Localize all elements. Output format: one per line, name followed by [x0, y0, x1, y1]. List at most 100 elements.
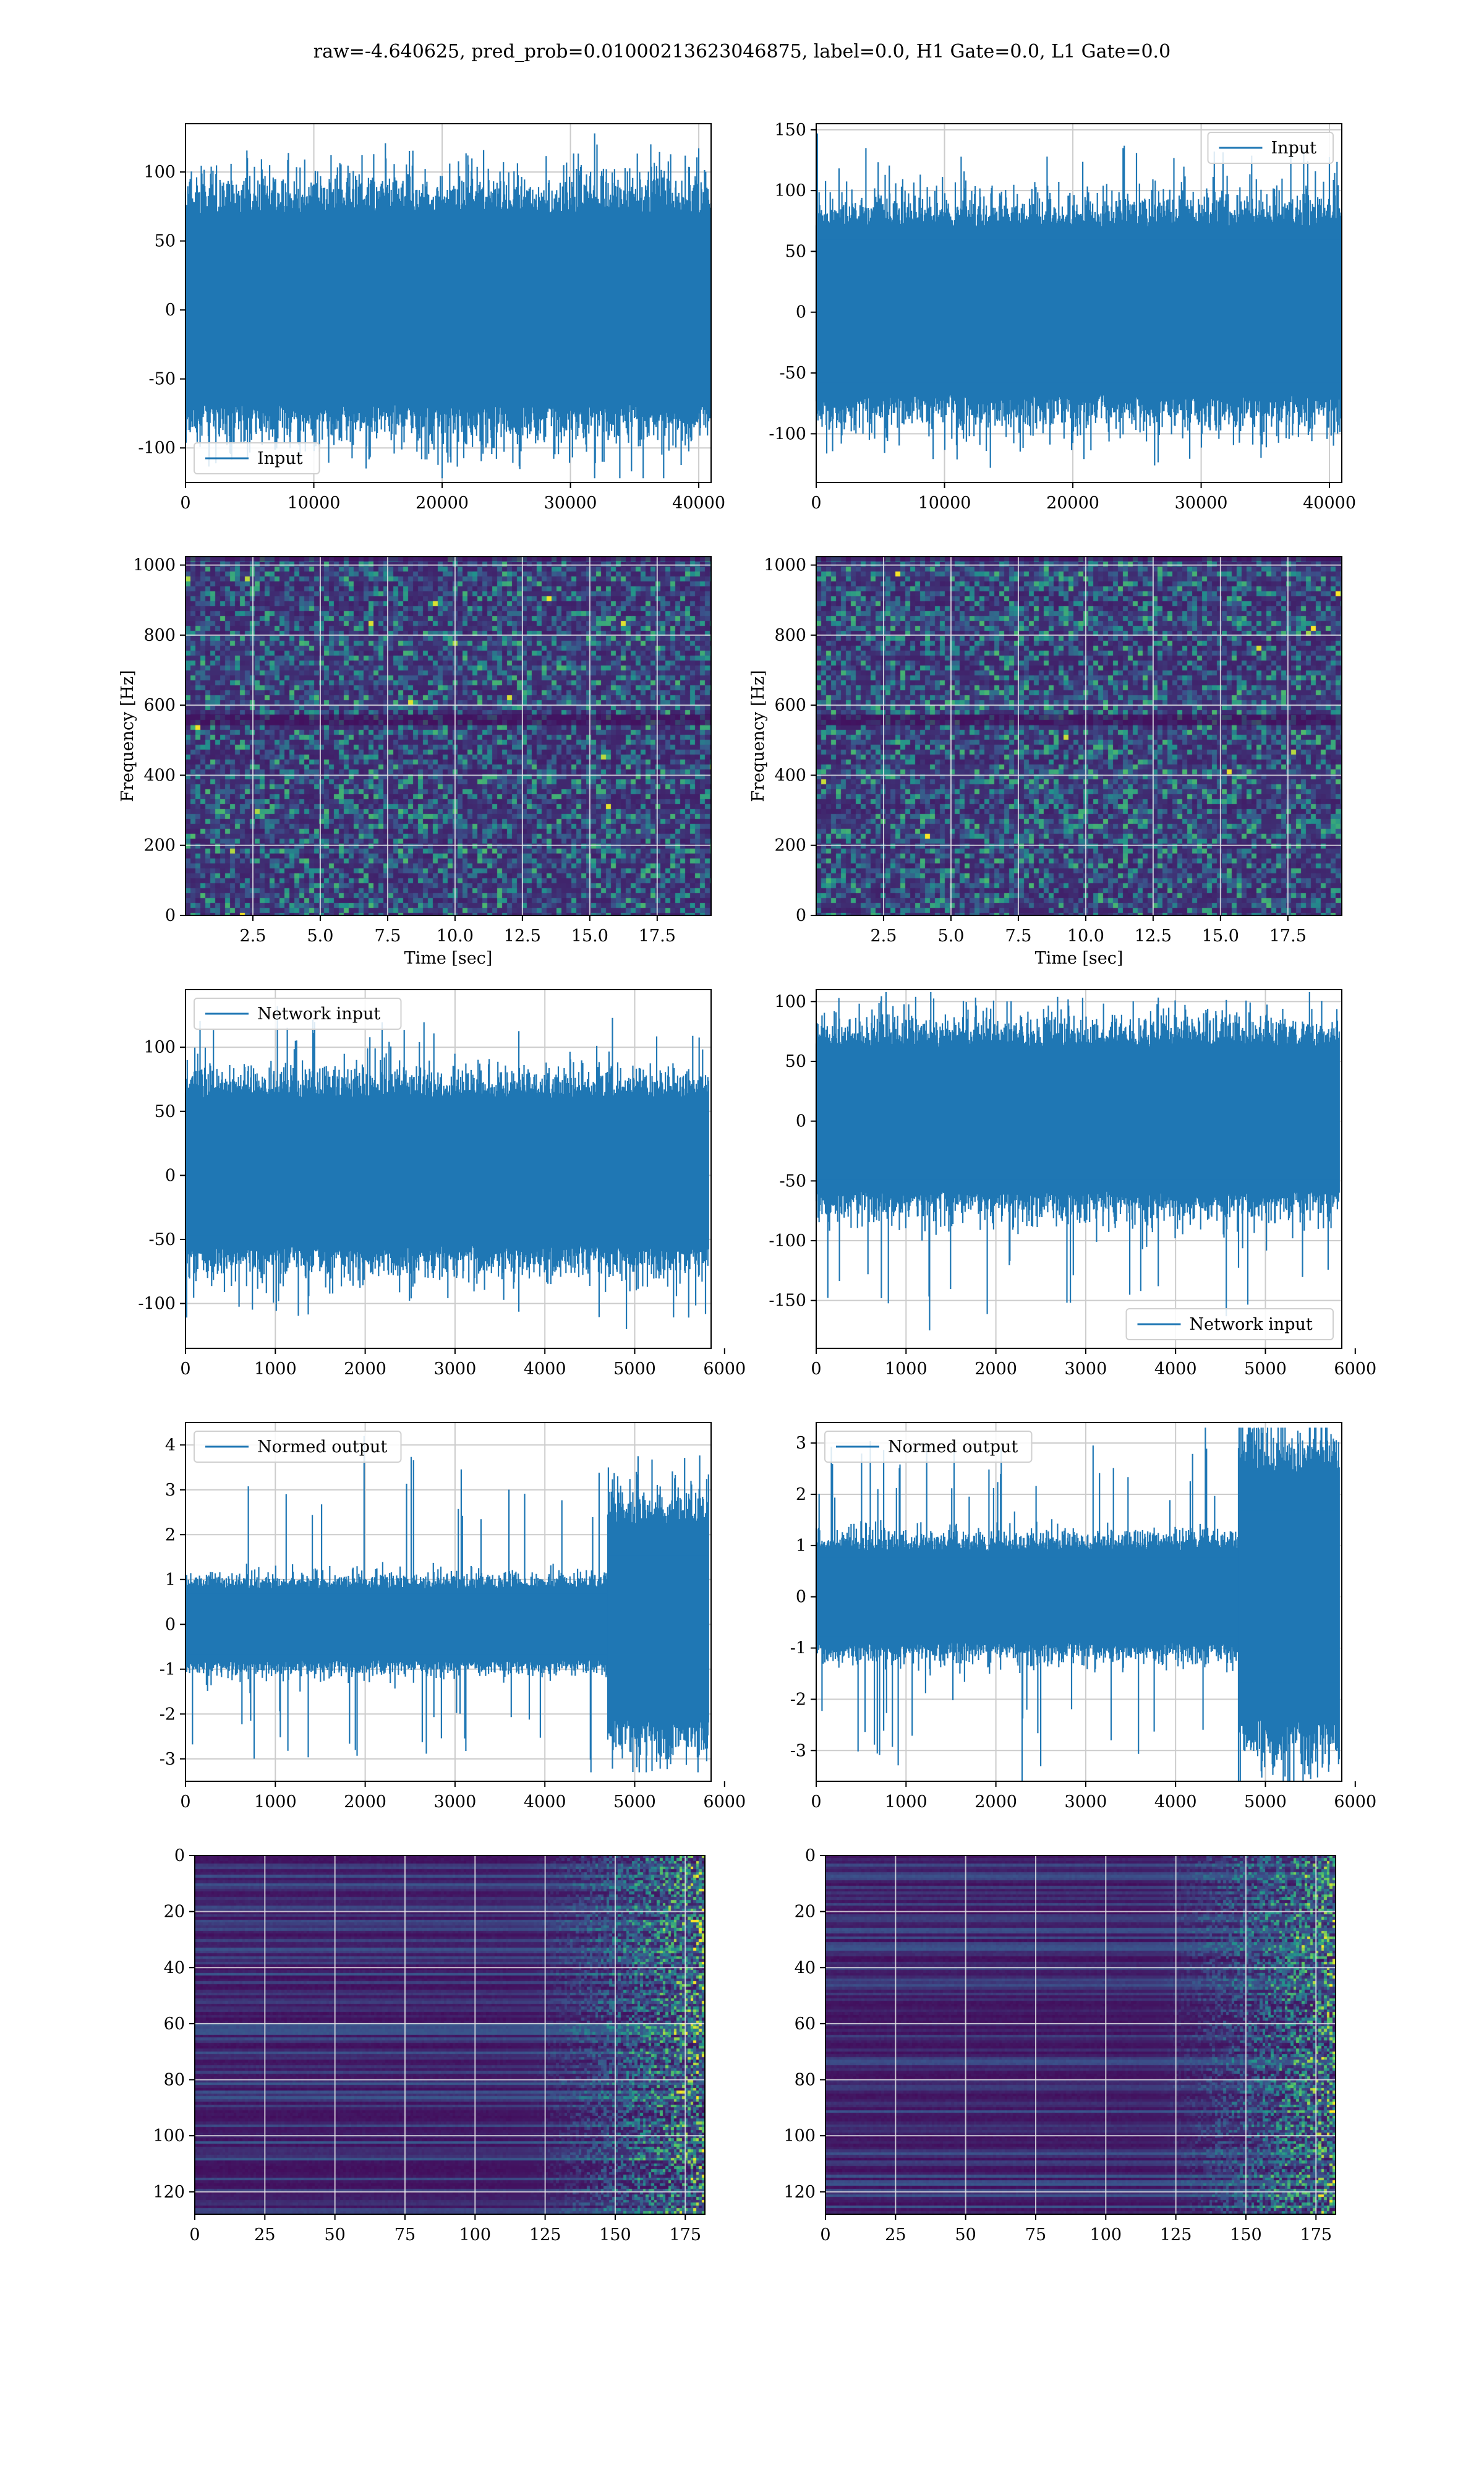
y-tick-label: 0 — [165, 1615, 176, 1634]
x-tick-label: 2000 — [344, 1792, 386, 1812]
x-tick-label: 30000 — [544, 494, 597, 513]
y-tick-label: 4 — [165, 1436, 176, 1455]
x-tick-label: 0 — [811, 1359, 821, 1379]
raw-strain-h1-frame — [185, 123, 712, 483]
y-tick-label: -50 — [149, 370, 176, 389]
legend-box — [1207, 132, 1334, 164]
legend-box — [194, 442, 320, 474]
legend-label: Network input — [1190, 1315, 1313, 1334]
x-tick-label: 40000 — [672, 494, 725, 513]
x-tick-label: 10000 — [288, 494, 341, 513]
legend-label: Normed output — [257, 1437, 387, 1457]
y-tick-label: 100 — [774, 992, 806, 1011]
legend-box — [194, 1431, 402, 1463]
x-tick-label: 25 — [885, 2225, 906, 2245]
y-tick-label: 600 — [774, 696, 806, 715]
normed-output-l1-frame — [816, 1422, 1342, 1782]
y-tick-label: 60 — [164, 2014, 185, 2034]
x-tick-label: 10.0 — [437, 927, 474, 946]
raw-strain-h1-series-core — [186, 228, 711, 390]
spectrogram-l1-image — [816, 557, 1342, 915]
normed-output-h1-plot: 0 1000 2000 3000 4000 5000 6000 -3 -2 -1 0 1 2 3 4 Norm… — [160, 1422, 746, 1812]
legend-box — [194, 998, 402, 1030]
x-tick-label: 5000 — [613, 1792, 656, 1812]
spectrogram-l1-xlabel: Time [sec] — [1035, 949, 1124, 968]
normed-output-h1-series-core — [186, 1593, 608, 1655]
y-tick-label: 800 — [143, 626, 176, 645]
y-tick-label: 100 — [143, 1038, 176, 1057]
y-tick-label: 80 — [164, 2071, 185, 2090]
feature-map-l1-grid — [825, 1856, 1336, 2214]
y-tick-label: 0 — [796, 1588, 806, 1607]
y-tick-label: 1000 — [133, 556, 176, 575]
network-input-l1-legend: Network input — [1125, 1308, 1334, 1340]
x-tick-label: 10.0 — [1067, 927, 1104, 946]
spectrogram-l1-canvas — [816, 557, 1342, 915]
x-tick-label: 5.0 — [307, 927, 333, 946]
spectrogram-h1-grid — [186, 557, 711, 915]
normed-output-l1-plot: 0 1000 2000 3000 4000 5000 6000 -3 -2 -1 0 1 2 3 Norme… — [790, 1422, 1376, 1812]
y-tick-label: 0 — [165, 1166, 176, 1185]
x-tick-label: 2000 — [974, 1359, 1017, 1379]
y-tick-label: -100 — [138, 439, 176, 458]
x-tick-label: 3000 — [434, 1792, 477, 1812]
x-tick-label: 3000 — [1065, 1359, 1107, 1379]
figure-title: raw=-4.640625, pred_prob=0.0100021362304… — [313, 41, 1171, 62]
y-tick-label: 0 — [796, 303, 806, 322]
x-tick-label: 20000 — [1046, 494, 1099, 513]
x-tick-label: 6000 — [1334, 1792, 1376, 1812]
spectrogram-h1-xlabel: Time [sec] — [404, 949, 493, 968]
y-tick-label: 0 — [165, 301, 176, 320]
x-tick-label: 1000 — [885, 1359, 927, 1379]
x-tick-label: 0 — [811, 1792, 821, 1812]
x-tick-label: 5000 — [613, 1359, 656, 1379]
network-input-h1-plot: 0 1000 2000 3000 4000 5000 6000 -100 -50 0 50 100 Ne… — [138, 989, 746, 1379]
spectrogram-h1-canvas — [186, 557, 711, 915]
x-tick-label: 0 — [820, 2225, 830, 2245]
spectrogram-l1-frame — [816, 556, 1342, 916]
y-tick-label: 40 — [795, 1958, 816, 1977]
x-tick-label: 5000 — [1244, 1359, 1287, 1379]
network-input-h1-series-core — [186, 1110, 709, 1236]
y-tick-label: 200 — [143, 836, 176, 855]
x-tick-label: 150 — [599, 2225, 631, 2245]
y-tick-label: 3 — [796, 1434, 806, 1453]
feature-map-h1-image — [195, 1856, 705, 2214]
x-tick-label: 4000 — [524, 1792, 566, 1812]
x-tick-label: 15.0 — [1202, 927, 1239, 946]
y-tick-label: 0 — [796, 1112, 806, 1131]
y-tick-label: 1000 — [764, 556, 806, 575]
x-tick-label: 3000 — [1065, 1792, 1107, 1812]
y-tick-label: 100 — [783, 2126, 816, 2146]
y-tick-label: 80 — [795, 2071, 816, 2090]
x-tick-label: 7.5 — [1005, 927, 1031, 946]
spectrogram-h1-plot: 2.5 5.0 7.5 10.0 12.5 15.0 17.5 0 200 400 600 800 10… — [118, 556, 712, 968]
spectrogram-l1-plot: 2.5 5.0 7.5 10.0 12.5 15.0 17.5 0 200 400 600 800 10… — [749, 556, 1342, 968]
feature-map-l1-plot: 0 25 50 75 100 125 150 175 0 20 40 60 80 100 120 — [783, 1846, 1336, 2245]
x-tick-label: 17.5 — [639, 927, 676, 946]
y-tick-label: -1 — [790, 1639, 806, 1658]
feature-map-h1-plot: 0 25 50 75 100 125 150 175 0 20 40 60 80 100 120 — [153, 1846, 706, 2245]
y-tick-label: -150 — [769, 1291, 806, 1311]
y-tick-label: -1 — [160, 1660, 176, 1679]
x-tick-label: 40000 — [1303, 494, 1356, 513]
x-tick-label: 0 — [180, 494, 190, 513]
x-tick-label: 17.5 — [1269, 927, 1307, 946]
feature-map-h1-canvas — [195, 1856, 705, 2214]
feature-map-l1-frame — [825, 1855, 1336, 2215]
y-tick-label: 400 — [774, 766, 806, 785]
x-tick-label: 4000 — [524, 1359, 566, 1379]
y-tick-label: 2 — [796, 1485, 806, 1504]
x-tick-label: 5000 — [1244, 1792, 1287, 1812]
x-tick-label: 125 — [1160, 2225, 1192, 2245]
y-tick-label: -100 — [769, 424, 806, 443]
y-tick-label: 50 — [155, 1102, 176, 1121]
network-input-l1-frame — [816, 989, 1342, 1349]
y-tick-label: -2 — [160, 1705, 176, 1724]
network-input-h1-frame — [185, 989, 712, 1349]
x-tick-label: 2000 — [344, 1359, 386, 1379]
y-tick-label: 100 — [774, 181, 806, 200]
normed-output-h1-legend: Normed output — [194, 1431, 402, 1463]
x-tick-label: 7.5 — [374, 927, 401, 946]
y-tick-label: -2 — [790, 1690, 806, 1709]
